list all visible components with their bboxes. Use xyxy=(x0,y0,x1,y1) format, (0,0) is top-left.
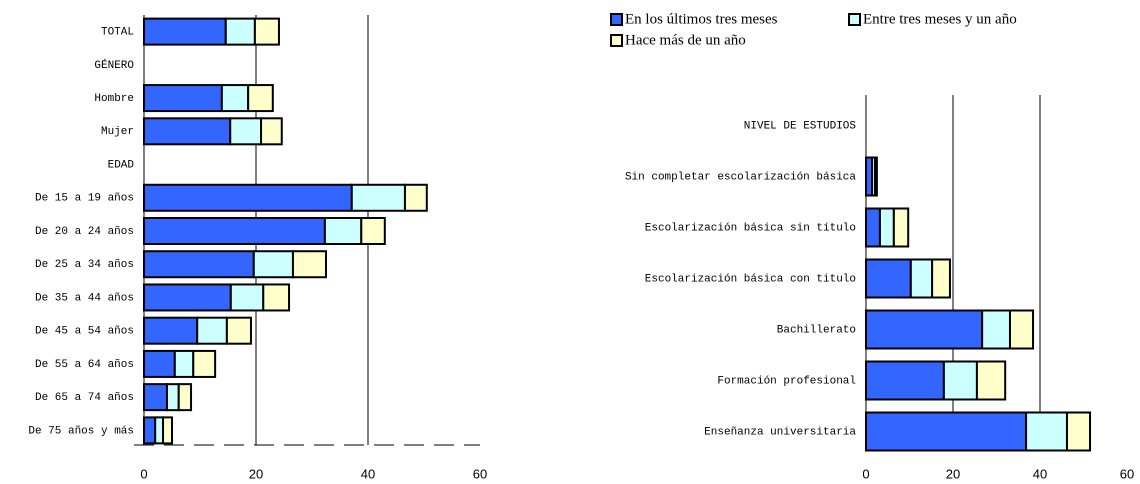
bar-segment xyxy=(143,217,326,245)
legend-label: Hace más de un año xyxy=(625,32,746,48)
bar-segment xyxy=(252,250,294,279)
y-tick-label: De 15 a 19 años xyxy=(35,193,134,205)
y-tick-label: De 25 a 34 años xyxy=(35,259,134,271)
x-tick-label: 20 xyxy=(249,466,263,481)
bar-segment xyxy=(143,84,223,113)
bar-segment xyxy=(878,207,895,248)
y-tick-label: De 20 a 24 años xyxy=(35,226,134,238)
x-tick-label: 40 xyxy=(1033,466,1047,481)
y-tick-label: Escolarización básica con titulo xyxy=(645,273,856,285)
y-tick-label: Hombre xyxy=(94,93,134,105)
bar-segment xyxy=(143,383,168,412)
bar-segment xyxy=(865,360,945,401)
bar-segment xyxy=(177,383,193,412)
y-tick-label: De 75 años y más xyxy=(28,425,134,437)
bar-segment xyxy=(220,84,250,113)
y-tick-label: Escolarización básica sin título xyxy=(645,222,856,234)
bar-segment xyxy=(981,309,1011,350)
bar-segment xyxy=(173,349,195,378)
legend-swatch xyxy=(610,13,623,26)
bar-segment xyxy=(1065,411,1092,452)
legend-swatch xyxy=(610,34,623,47)
x-tick-label: 20 xyxy=(946,466,960,481)
bar-segment xyxy=(874,156,878,197)
y-tick-label: Enseñanza universitaria xyxy=(704,426,856,438)
bar-segment xyxy=(260,117,283,146)
bar-segment xyxy=(143,283,232,312)
bar-segment xyxy=(143,316,199,345)
bar-segment xyxy=(225,316,252,345)
bar-segment xyxy=(892,207,910,248)
bar-segment xyxy=(143,416,157,445)
bar-segment xyxy=(942,360,978,401)
bar-segment xyxy=(143,183,353,212)
y-tick-label: TOTAL xyxy=(101,27,134,39)
bar-segment xyxy=(262,283,291,312)
bar-segment xyxy=(1008,309,1035,350)
bar-segment xyxy=(931,258,951,299)
y-tick-label: Formación profesional xyxy=(717,375,856,387)
y-tick-label: De 65 a 74 años xyxy=(35,392,134,404)
bar-segment xyxy=(909,258,934,299)
bar-segment xyxy=(253,17,280,46)
bar-segment xyxy=(350,183,406,212)
bar-segment xyxy=(224,17,256,46)
bar-segment xyxy=(1025,411,1068,452)
x-tick-label: 0 xyxy=(862,466,869,481)
y-tick-label: De 35 a 44 años xyxy=(35,292,134,304)
bar-segment xyxy=(229,117,263,146)
bar-segment xyxy=(403,183,428,212)
bar-segment xyxy=(162,416,173,445)
x-tick-label: 0 xyxy=(140,466,147,481)
bar-segment xyxy=(229,283,265,312)
y-tick-label: GÉNERO xyxy=(94,58,134,72)
bar-segment xyxy=(865,207,881,248)
bar-segment xyxy=(975,360,1007,401)
y-tick-label: NIVEL DE ESTUDIOS xyxy=(744,120,857,132)
y-tick-label: EDAD xyxy=(108,159,135,171)
bar-segment xyxy=(192,349,217,378)
bar-segment xyxy=(291,250,327,279)
bar-segment xyxy=(196,316,228,345)
bar-segment xyxy=(154,416,165,445)
x-tick-label: 60 xyxy=(1120,466,1134,481)
bar-segment xyxy=(323,217,363,245)
legend-label: Entre tres meses y un año xyxy=(863,11,1017,27)
bar-segment xyxy=(143,250,255,279)
legend-label: En los últimos tres meses xyxy=(625,11,778,27)
bar-segment xyxy=(143,117,232,146)
x-tick-label: 40 xyxy=(361,466,375,481)
y-tick-label: Mujer xyxy=(101,126,134,138)
y-tick-label: Bachillerato xyxy=(777,324,856,336)
y-tick-label: De 45 a 54 años xyxy=(35,326,134,338)
bar-segment xyxy=(865,309,984,350)
bar-segment xyxy=(143,349,176,378)
legend-swatch xyxy=(848,13,861,26)
bar-segment xyxy=(143,17,227,46)
y-tick-label: De 55 a 64 años xyxy=(35,359,134,371)
x-tick-label: 60 xyxy=(473,466,487,481)
bar-segment xyxy=(247,84,274,113)
bar-segment xyxy=(865,258,912,299)
bar-segment xyxy=(165,383,180,412)
bar-segment xyxy=(360,217,386,245)
y-tick-label: Sin completar escolarización básica xyxy=(625,171,856,183)
bar-segment xyxy=(865,411,1028,452)
